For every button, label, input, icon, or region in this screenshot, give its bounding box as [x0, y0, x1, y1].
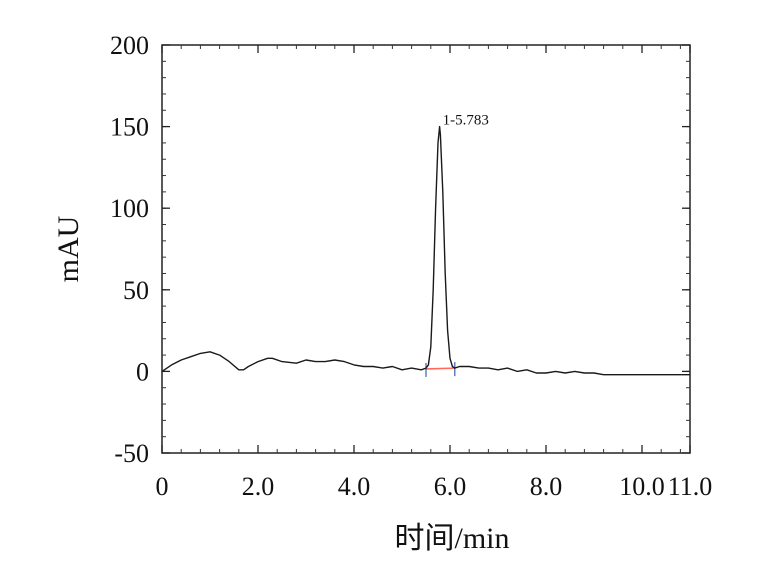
- x-tick-label: 4.0: [338, 472, 371, 501]
- major-ticks: [161, 44, 691, 454]
- x-tick-labels: 0 2.0 4.0 6.0 8.0 10.0 11.0: [156, 472, 713, 501]
- y-tick-label: 100: [110, 194, 149, 223]
- plot-frame: [161, 44, 691, 454]
- peak-markers: [425, 362, 456, 377]
- x-tick-label: 10.0: [619, 472, 665, 501]
- peak-baseline: [425, 367, 455, 370]
- y-tick-label: 50: [123, 276, 149, 305]
- x-tick-label: 6.0: [434, 472, 467, 501]
- y-tick-labels: -50 0 50 100 150 200: [110, 31, 149, 468]
- series-line: [161, 125, 690, 376]
- x-axis-title: 时间/min: [394, 522, 509, 555]
- x-tick-label: 2.0: [242, 472, 275, 501]
- y-tick-label: 200: [110, 31, 149, 60]
- y-axis-title: mAU: [52, 215, 85, 282]
- x-tick-label: 0: [156, 472, 169, 501]
- minor-ticks: [161, 44, 690, 454]
- y-tick-label: -50: [114, 439, 149, 468]
- x-tick-label: 8.0: [530, 472, 563, 501]
- y-tick-label: 0: [136, 357, 149, 386]
- x-tick-label: 11.0: [668, 472, 713, 501]
- y-tick-label: 150: [110, 113, 149, 142]
- peak-annotation: 1-5.783: [443, 113, 489, 129]
